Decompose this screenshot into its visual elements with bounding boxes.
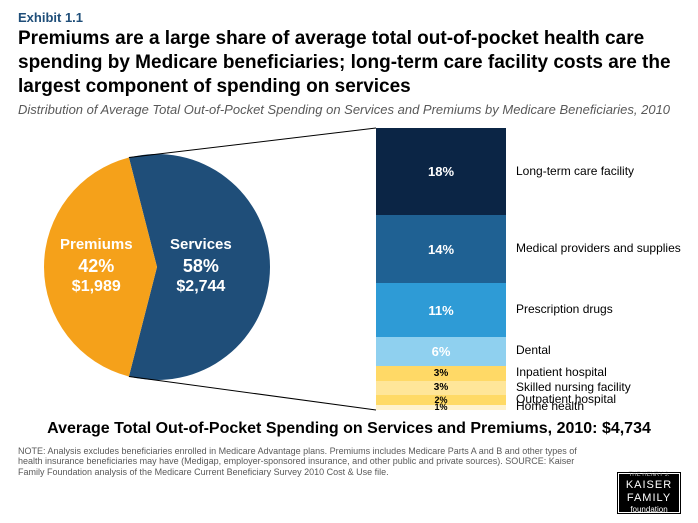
logo-line-1: KAISER [619,479,679,492]
stacked-segment-label: Dental [516,344,551,357]
stacked-segment-label: Prescription drugs [516,303,613,316]
stacked-segment: 6% [376,337,506,366]
stacked-segment: 3% [376,366,506,381]
page-subtitle: Distribution of Average Total Out-of-Poc… [18,102,680,118]
stacked-bar: 18%14%11%6%3%3%2%1% [376,128,506,410]
stacked-segment: 18% [376,128,506,216]
total-line: Average Total Out-of-Pocket Spending on … [18,420,680,438]
callout-line [129,128,376,158]
stacked-segment-label: Long-term care facility [516,165,634,178]
footnote: NOTE: Analysis excludes beneficiaries en… [18,446,578,477]
stacked-segment: 14% [376,215,506,283]
stacked-segment: 11% [376,283,506,336]
logo-line-3: foundation [619,505,679,514]
callout-line [129,376,376,410]
kff-logo: THE HENRY J. KAISER FAMILY foundation [618,473,680,513]
stacked-bar-labels: Long-term care facility Medical providers… [516,128,684,410]
logo-line-2: FAMILY [619,492,679,505]
chart-area: Premiums 42% $1,989 Services 58% $2,744 … [18,124,680,416]
stacked-segment-label: Inpatient hospital [516,366,607,379]
stacked-segment: 1% [376,405,506,410]
page-title: Premiums are a large share of average to… [18,27,680,98]
stacked-segment-label: Medical providers and supplies [516,242,681,255]
exhibit-number: Exhibit 1.1 [18,10,680,25]
stacked-segment-label: Home health [516,400,584,413]
exhibit-page: Exhibit 1.1 Premiums are a large share o… [0,0,698,523]
logo-pretext: THE HENRY J. [619,472,679,479]
stacked-segment: 3% [376,381,506,396]
callout-lines [18,124,378,416]
